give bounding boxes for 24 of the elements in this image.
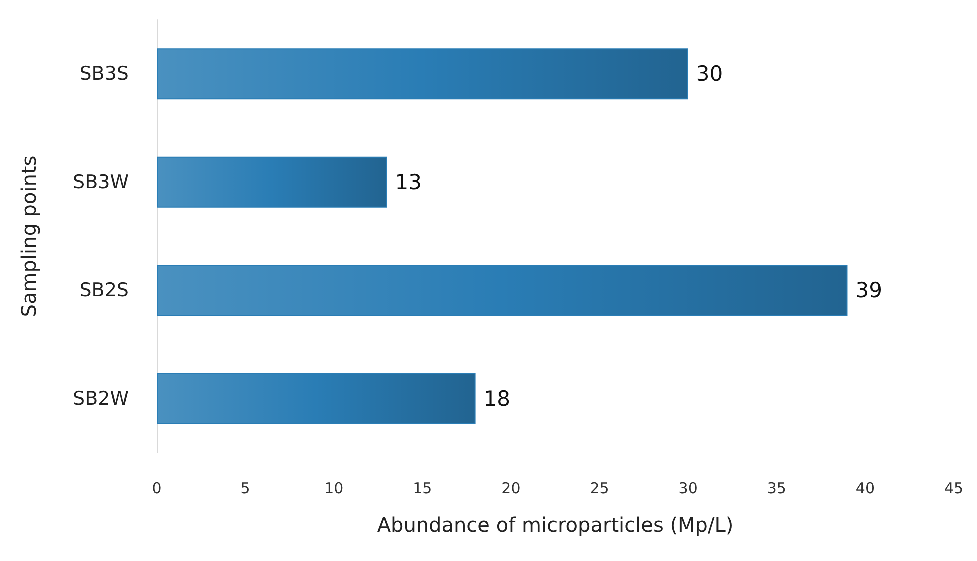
- x-tick-label: 45: [944, 480, 964, 498]
- x-tick-label: 0: [152, 480, 162, 498]
- data-label: 18: [484, 386, 511, 411]
- x-tick-label: 40: [856, 480, 875, 498]
- y-tick-label: SB3W: [73, 171, 130, 194]
- y-axis-title: Sampling points: [17, 156, 41, 318]
- x-tick-label: 20: [502, 480, 521, 498]
- data-label: 30: [696, 62, 724, 86]
- bar: [157, 48, 688, 100]
- y-tick-label: SB2S: [80, 280, 129, 302]
- x-axis-title: Abundance of microparticles (Mp/L): [377, 513, 734, 537]
- bar: [157, 156, 388, 208]
- x-tick-label: 15: [413, 480, 432, 498]
- x-tick-label: 35: [767, 480, 786, 498]
- data-label: 13: [395, 170, 422, 194]
- data-label: 39: [856, 278, 882, 303]
- y-tick-label: SB2W: [73, 388, 130, 410]
- y-tick-label: SB3S: [80, 63, 129, 86]
- x-tick-label: 5: [240, 480, 250, 498]
- x-tick-label: 25: [590, 480, 610, 498]
- bar: [157, 265, 848, 316]
- x-tick-label: 10: [324, 480, 344, 498]
- x-tick-label: 30: [678, 480, 698, 498]
- bar: [157, 373, 476, 424]
